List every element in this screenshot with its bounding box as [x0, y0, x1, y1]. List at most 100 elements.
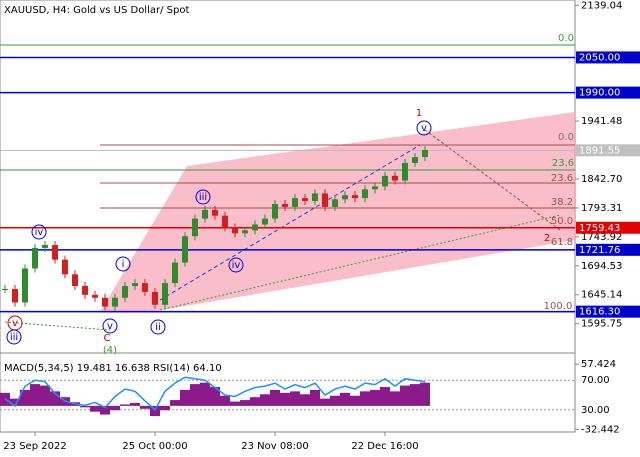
candle: [312, 193, 318, 202]
level-label-box: [576, 51, 640, 64]
macd-bar: [390, 391, 400, 406]
candle: [382, 175, 388, 187]
candle: [302, 198, 308, 202]
level-label-box: [576, 243, 640, 256]
macd-bar: [120, 404, 130, 406]
candle: [52, 245, 58, 260]
candle: [252, 224, 258, 231]
macd-bar: [420, 382, 430, 406]
wave-label: ii: [155, 322, 161, 333]
candle: [62, 259, 68, 275]
candle: [322, 193, 328, 207]
wave-label: i: [122, 259, 125, 270]
level-label-box: [576, 86, 640, 99]
macd-bar: [270, 389, 280, 406]
fib-label: 61.8: [551, 237, 573, 248]
fib-label: 23.6: [552, 158, 574, 169]
macd-bar: [340, 392, 350, 406]
candle: [162, 283, 168, 305]
level-label: 1721.76: [579, 245, 620, 256]
macd-bar: [250, 397, 260, 406]
macd-bar: [190, 384, 200, 406]
x-tick-label: 23 Sep 2022: [3, 441, 66, 452]
candle: [402, 162, 408, 181]
macd-bar: [180, 389, 190, 406]
level-label: 2050.00: [579, 52, 620, 63]
macd-bar: [350, 395, 360, 406]
candle: [392, 175, 398, 181]
y-tick-label: 1595.75: [581, 319, 622, 330]
current-price-label: 1891.55: [579, 145, 620, 156]
fib-label: 50.0: [551, 216, 573, 227]
candle: [152, 291, 158, 305]
wave-circle: [6, 329, 22, 345]
candle: [292, 198, 298, 207]
indicator-title: MACD(5,34,5) 19.481 16.638 RSI(14) 64.10: [4, 363, 222, 374]
macd-bar: [50, 391, 60, 406]
macd-bar: [380, 387, 390, 406]
wave-label: iv: [35, 227, 44, 238]
y2-tick-label: 30.00: [581, 405, 610, 416]
candle: [132, 283, 138, 287]
candle: [92, 294, 98, 298]
macd-bar: [400, 385, 410, 406]
wave-label: 1: [416, 108, 422, 119]
macd-bar: [330, 395, 340, 406]
y2-tick-label: 70.00: [581, 375, 610, 386]
wave-label: iv: [232, 260, 241, 271]
macd-bar: [30, 384, 40, 406]
macd-bar: [310, 389, 320, 406]
wave-circle: [228, 257, 244, 273]
wave-circle: [416, 120, 432, 136]
y-tick-label: 1694.53: [581, 261, 622, 272]
wave-label: C: [104, 333, 111, 344]
macd-bar: [280, 392, 290, 406]
macd-bar: [300, 394, 310, 406]
trend-line: [159, 214, 561, 311]
macd-bar: [410, 384, 420, 406]
level-label-box: [576, 221, 640, 234]
candle: [282, 203, 288, 207]
candle: [82, 286, 88, 295]
candle: [182, 236, 188, 263]
wave-label: v: [107, 321, 113, 332]
current-price-box: [576, 144, 640, 157]
macd-bar: [220, 395, 230, 406]
candle: [122, 286, 128, 298]
candle: [342, 195, 348, 200]
candle: [12, 288, 18, 303]
wave-label: v: [12, 318, 18, 329]
candle: [102, 297, 108, 307]
level-label: 1759.43: [579, 223, 620, 234]
macd-bar: [210, 387, 220, 406]
macd-bar: [130, 402, 140, 406]
level-label-box: [576, 305, 640, 318]
trend-line: [159, 144, 421, 301]
wave-label: (4): [103, 345, 117, 356]
trend-line: [424, 129, 561, 231]
candle: [362, 189, 368, 199]
wave-circle: [31, 224, 47, 240]
macd-bar: [160, 405, 170, 411]
candle: [142, 283, 148, 292]
wave-label: 2: [544, 233, 550, 244]
wave-circle: [115, 256, 131, 272]
candle: [222, 215, 228, 228]
fib-label: 0.0: [558, 132, 574, 143]
x-tick-label: 25 Oct 00:00: [122, 441, 187, 452]
candle: [212, 209, 218, 216]
macd-bar: [370, 389, 380, 406]
y-tick-label: 1842.70: [581, 174, 622, 185]
candle: [112, 297, 118, 307]
candle: [232, 227, 238, 234]
y-tick-label: 2139.04: [581, 0, 622, 11]
x-tick-label: 23 Nov 08:00: [241, 441, 308, 452]
candle: [2, 288, 8, 290]
wave-circle: [102, 318, 118, 334]
candle: [42, 245, 48, 248]
x-tick-label: 22 Dec 16:00: [351, 441, 418, 452]
chart-title: XAUUSD, H4: Gold vs US Dollar/ Spot: [4, 5, 189, 16]
wave-circle: [195, 189, 211, 205]
candle: [372, 186, 378, 190]
